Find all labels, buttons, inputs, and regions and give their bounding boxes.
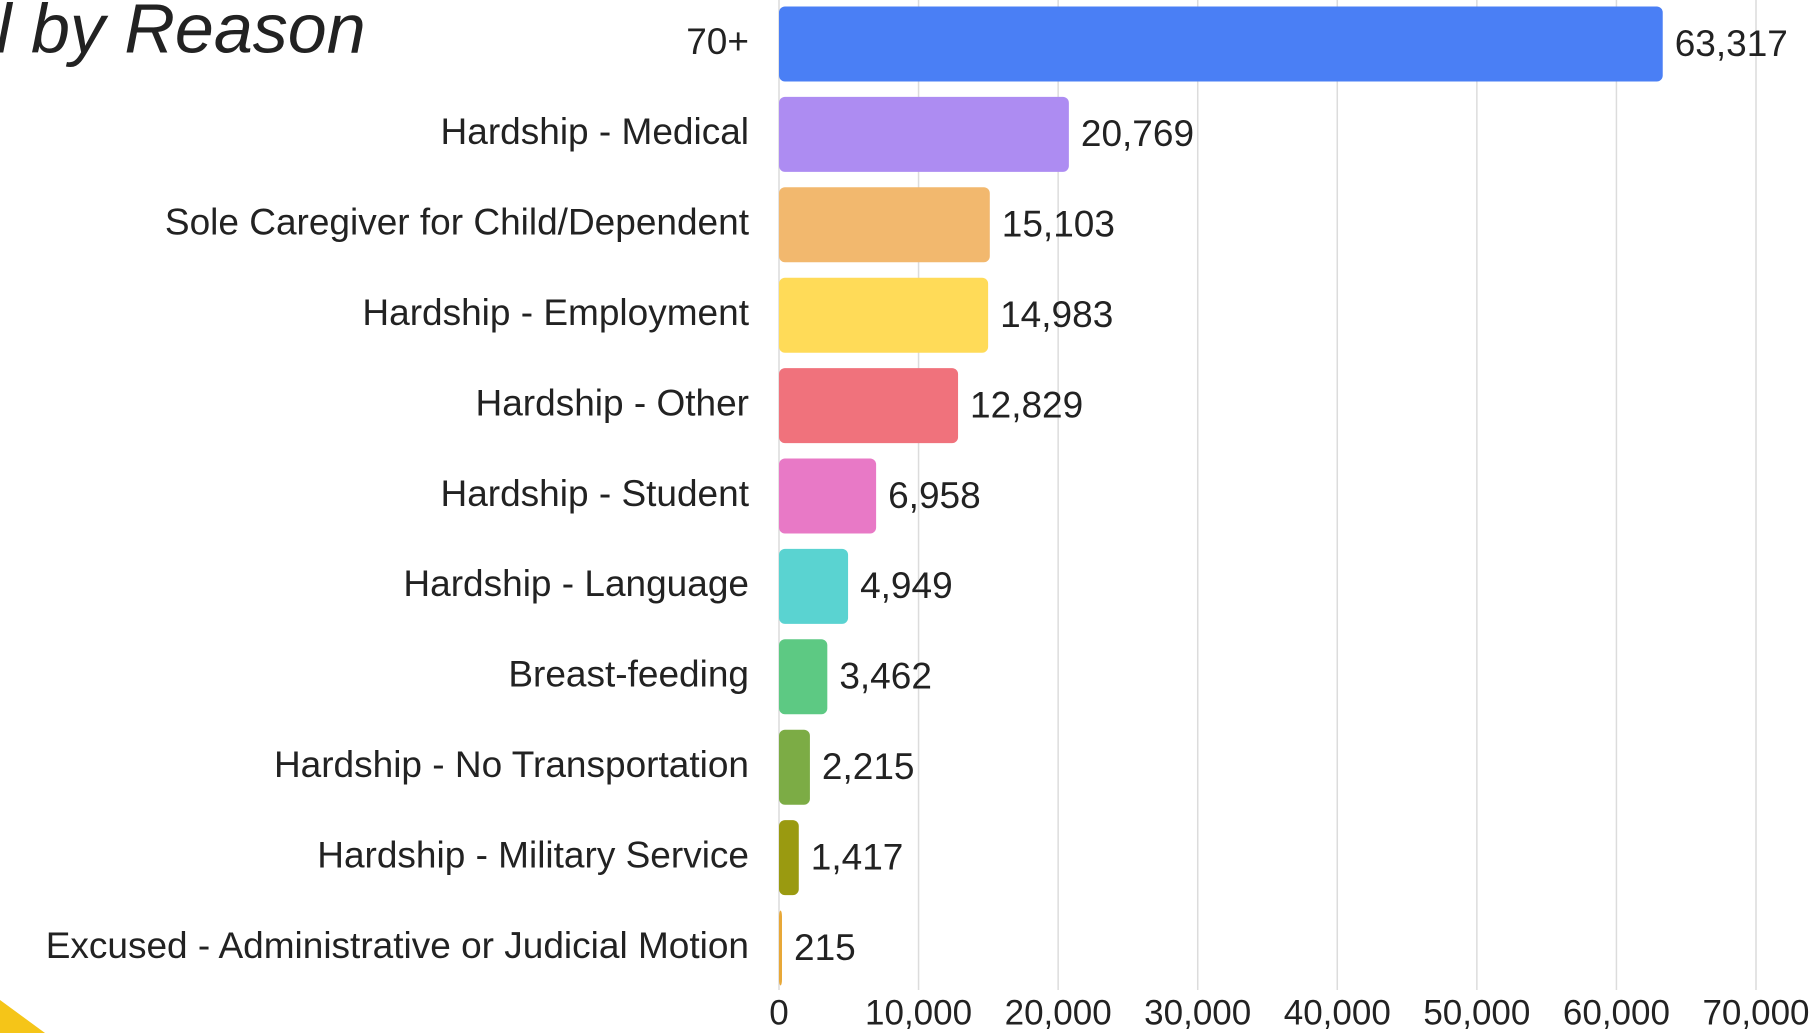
value-label: 2,215 [822, 746, 915, 787]
x-tick-label: 50,000 [1423, 993, 1530, 1032]
y-tick-label: 70+ [686, 21, 749, 62]
y-tick-label: Hardship - Other [476, 382, 750, 423]
x-tick-label: 0 [769, 993, 788, 1032]
value-label: 63,317 [1675, 23, 1788, 64]
value-label: 20,769 [1081, 113, 1194, 154]
bar [779, 820, 799, 896]
x-tick-label: 20,000 [1005, 993, 1112, 1032]
bar [779, 277, 989, 353]
bar [779, 368, 959, 444]
y-tick-label: Hardship - Student [440, 473, 749, 514]
value-label: 4,949 [860, 565, 953, 606]
x-tick-label: 30,000 [1144, 993, 1251, 1032]
bar [779, 639, 828, 715]
y-tick-label: Breast-feeding [508, 654, 749, 695]
value-label: 14,983 [1000, 294, 1113, 335]
y-tick-label: Hardship - Employment [362, 292, 749, 333]
bar [779, 6, 1663, 82]
value-label: 1,417 [811, 836, 904, 877]
bar [779, 910, 783, 986]
bar [779, 729, 810, 805]
y-tick-label: Hardship - Language [403, 563, 749, 604]
bar [779, 96, 1069, 172]
bar [779, 187, 990, 263]
value-label: 15,103 [1002, 204, 1115, 245]
y-tick-label: Hardship - Medical [441, 111, 749, 152]
x-tick-label: 10,000 [865, 993, 972, 1032]
chart-title: l by Reason [0, 0, 366, 67]
y-tick-label: Hardship - Military Service [317, 834, 749, 875]
value-label: 12,829 [970, 384, 1083, 425]
bar [779, 548, 849, 624]
value-label: 6,958 [888, 475, 981, 516]
x-tick-label: 40,000 [1284, 993, 1391, 1032]
x-tick-label: 70,000 [1702, 993, 1809, 1032]
value-label: 3,462 [839, 656, 932, 697]
bar [779, 458, 877, 534]
y-tick-label: Excused - Administrative or Judicial Mot… [46, 925, 749, 966]
x-tick-label: 60,000 [1563, 993, 1670, 1032]
decoration [0, 1000, 45, 1033]
y-tick-label: Hardship - No Transportation [274, 744, 749, 785]
y-tick-label: Sole Caregiver for Child/Dependent [165, 202, 750, 243]
value-label: 215 [794, 927, 856, 968]
